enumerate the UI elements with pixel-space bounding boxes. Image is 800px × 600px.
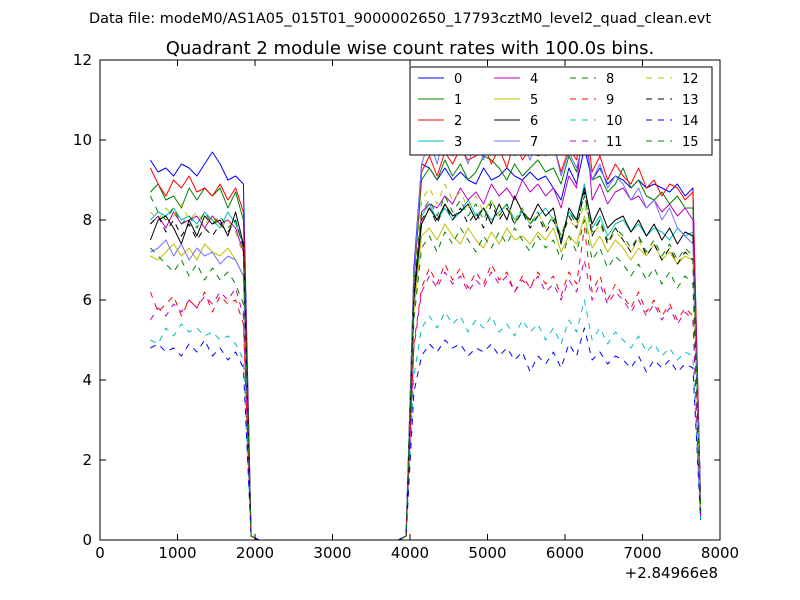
- x-tick-label: 8000: [701, 544, 739, 562]
- y-tick-label: 0: [82, 531, 92, 549]
- series-line-14: [150, 327, 702, 541]
- legend-label-1: 1: [454, 93, 462, 108]
- x-tick-label: 7000: [623, 544, 661, 562]
- legend-label-11: 11: [606, 135, 623, 150]
- legend-label-7: 7: [530, 135, 538, 150]
- legend-label-3: 3: [454, 135, 462, 150]
- chart-title: Quadrant 2 module wise count rates with …: [166, 38, 655, 59]
- x-axis: 0 1000 2000 3000 4000 5000 6000 7000 8000: [95, 60, 739, 562]
- x-tick-label: 6000: [546, 544, 584, 562]
- y-tick-label: 2: [82, 451, 92, 469]
- series-line-9: [149, 227, 702, 541]
- suptitle: Data file: modeM0/AS1A05_015T01_90000026…: [89, 11, 711, 27]
- y-tick-label: 6: [82, 291, 92, 309]
- legend-label-14: 14: [682, 114, 699, 129]
- y-tick-label: 4: [82, 371, 92, 389]
- series-line-2: [149, 107, 702, 541]
- x-tick-label: 1000: [158, 544, 196, 562]
- x-tick-label: 5000: [468, 544, 506, 562]
- legend-label-8: 8: [606, 72, 614, 87]
- legend-label-13: 13: [682, 93, 699, 108]
- x-tick-label: 3000: [313, 544, 351, 562]
- legend-label-9: 9: [606, 93, 614, 108]
- x-tick-label: 2000: [236, 544, 274, 562]
- series-line-8: [150, 219, 702, 541]
- series-line-15: [149, 195, 702, 541]
- series-line-4: [150, 103, 702, 541]
- legend-label-15: 15: [682, 135, 699, 150]
- x-tick-label: 4000: [391, 544, 429, 562]
- legend-label-4: 4: [530, 72, 538, 87]
- legend-box: [409, 66, 713, 156]
- y-tick-label: 10: [73, 131, 92, 149]
- series-line-10: [150, 299, 702, 541]
- series-line-12: [150, 183, 702, 541]
- y-tick-label: 8: [82, 211, 92, 229]
- legend-label-6: 6: [530, 114, 538, 129]
- legend-label-2: 2: [454, 114, 462, 129]
- x-offset-label: +2.84966e8: [625, 564, 718, 582]
- series-line-13: [150, 191, 702, 541]
- series-line-0: [149, 147, 702, 541]
- legend-label-5: 5: [530, 93, 538, 108]
- legend-label-10: 10: [606, 114, 623, 129]
- legend-label-12: 12: [682, 72, 699, 87]
- series-line-1: [150, 131, 702, 541]
- y-tick-label: 12: [73, 51, 92, 69]
- legend-label-0: 0: [454, 72, 462, 87]
- x-tick-label: 0: [95, 544, 105, 562]
- series-line-6: [149, 187, 702, 541]
